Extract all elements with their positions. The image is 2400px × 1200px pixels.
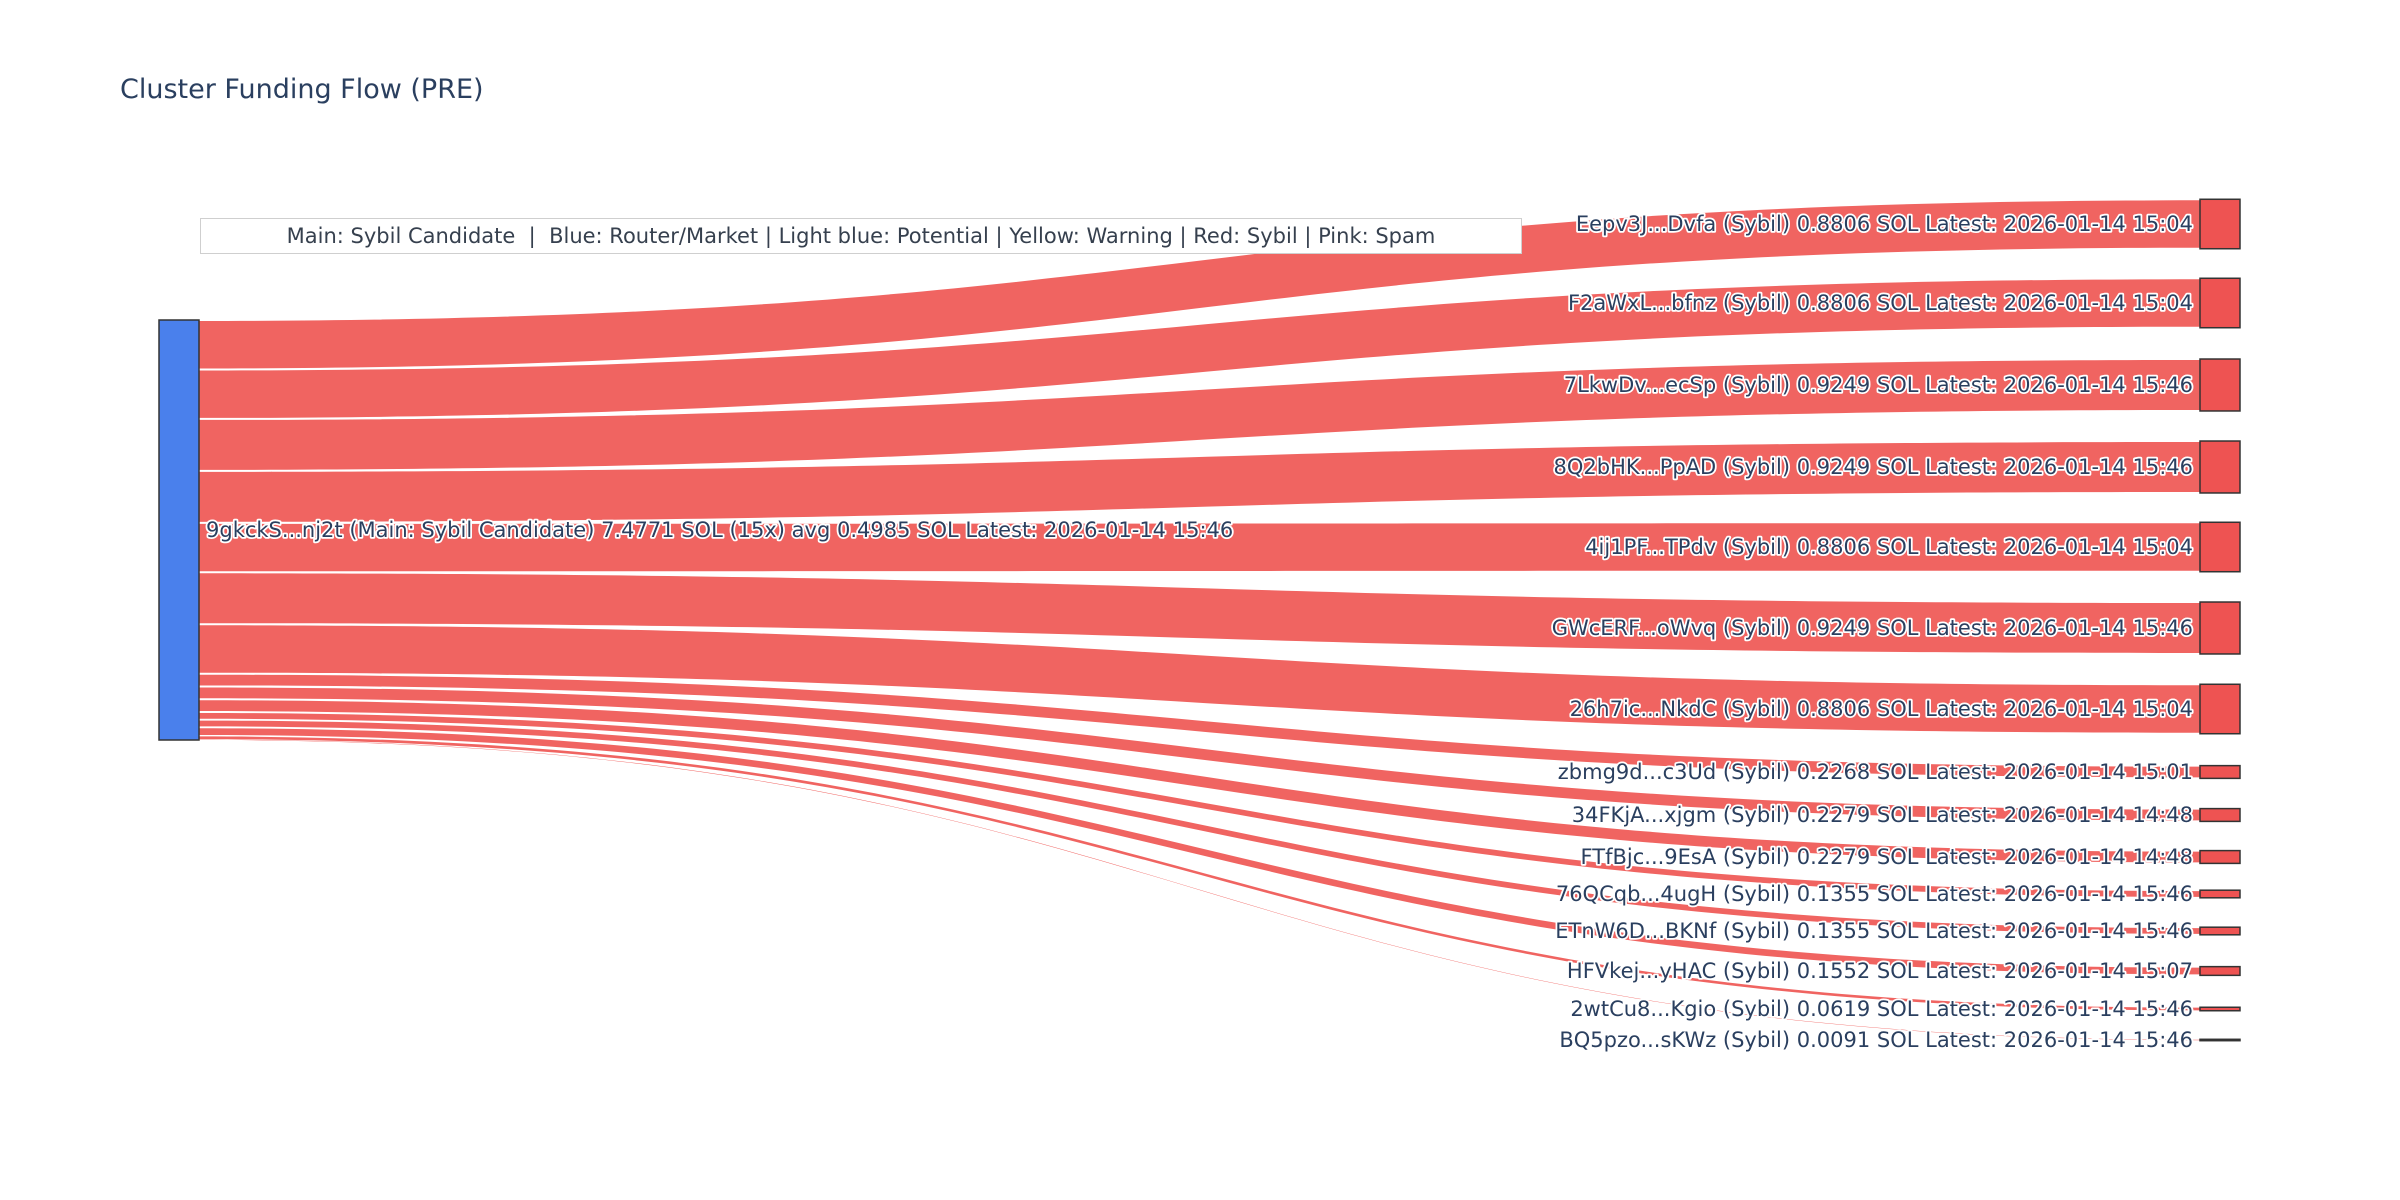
target-node[interactable] <box>2199 601 2241 655</box>
target-node-label: zbmg9d...c3Ud (Sybil) 0.2268 SOL Latest:… <box>1558 760 2193 784</box>
flow-ribbon[interactable] <box>199 573 2200 653</box>
target-node[interactable] <box>2199 198 2241 250</box>
page-title: Cluster Funding Flow (PRE) <box>120 74 484 105</box>
flow-ribbon[interactable] <box>199 687 2200 821</box>
flow-ribbon[interactable] <box>199 279 2200 418</box>
target-node[interactable] <box>2199 1038 2241 1042</box>
flow-ribbon[interactable] <box>199 200 2200 369</box>
target-node[interactable] <box>2199 277 2241 329</box>
target-node-label: GWcERF...oWvq (Sybil) 0.9249 SOL Latest:… <box>1552 616 2193 640</box>
target-node-label: 7LkwDv...ecSp (Sybil) 0.9249 SOL Latest:… <box>1564 373 2193 397</box>
flow-ribbon[interactable] <box>199 712 2200 897</box>
target-node-label: 8Q2bHK...PpAD (Sybil) 0.9249 SOL Latest:… <box>1554 455 2193 479</box>
target-node[interactable] <box>2199 683 2241 735</box>
target-node-label: 4ij1PF...TPdv (Sybil) 0.8806 SOL Latest:… <box>1585 535 2193 559</box>
flow-ribbon[interactable] <box>199 739 2200 1041</box>
target-node[interactable] <box>2199 521 2241 573</box>
flow-ribbon[interactable] <box>199 720 2200 934</box>
flow-ribbon[interactable] <box>199 728 2200 975</box>
color-legend-annotation: Main: Sybil Candidate | Blue: Router/Mar… <box>200 218 1522 254</box>
target-node[interactable] <box>2199 440 2241 494</box>
target-node-label: Eepv3J...Dvfa (Sybil) 0.8806 SOL Latest:… <box>1576 212 2193 236</box>
target-node-label: 34FKjA...xjgm (Sybil) 0.2279 SOL Latest:… <box>1572 803 2193 827</box>
source-node[interactable] <box>158 319 200 741</box>
target-node-label: 2wtCu8...Kgio (Sybil) 0.0619 SOL Latest:… <box>1570 997 2193 1021</box>
flow-ribbon[interactable] <box>199 700 2200 863</box>
target-node[interactable] <box>2199 807 2241 823</box>
target-node[interactable] <box>2199 358 2241 412</box>
target-node-label: ETnW6D...BKNf (Sybil) 0.1355 SOL Latest:… <box>1555 919 2193 943</box>
target-node[interactable] <box>2199 764 2241 780</box>
flow-ribbon[interactable] <box>199 674 2200 778</box>
target-node[interactable] <box>2199 849 2241 865</box>
target-node[interactable] <box>2199 1006 2241 1012</box>
target-node[interactable] <box>2199 889 2241 899</box>
target-node-label: HFVkej...yHAC (Sybil) 0.1552 SOL Latest:… <box>1567 959 2193 983</box>
flow-ribbon[interactable] <box>199 360 2200 470</box>
target-node-label: FTfBjc...9EsA (Sybil) 0.2279 SOL Latest:… <box>1581 845 2193 869</box>
source-node-label: 9gkckS...nj2t (Main: Sybil Candidate) 7.… <box>206 518 1233 542</box>
target-node[interactable] <box>2199 926 2241 936</box>
target-node-label: BQ5pzo...sKWz (Sybil) 0.0091 SOL Latest:… <box>1559 1028 2193 1052</box>
flow-ribbon[interactable] <box>199 736 2200 1011</box>
target-node-label: 26h7ic...NkdC (Sybil) 0.8806 SOL Latest:… <box>1570 697 2193 721</box>
target-node-label: F2aWxL...bfnz (Sybil) 0.8806 SOL Latest:… <box>1568 291 2193 315</box>
target-node-label: 76QCqb...4ugH (Sybil) 0.1355 SOL Latest:… <box>1556 882 2193 906</box>
target-node[interactable] <box>2199 965 2241 977</box>
flow-ribbon[interactable] <box>199 625 2200 733</box>
flow-ribbon[interactable] <box>199 442 2200 522</box>
flow-ribbon[interactable] <box>199 523 2200 572</box>
